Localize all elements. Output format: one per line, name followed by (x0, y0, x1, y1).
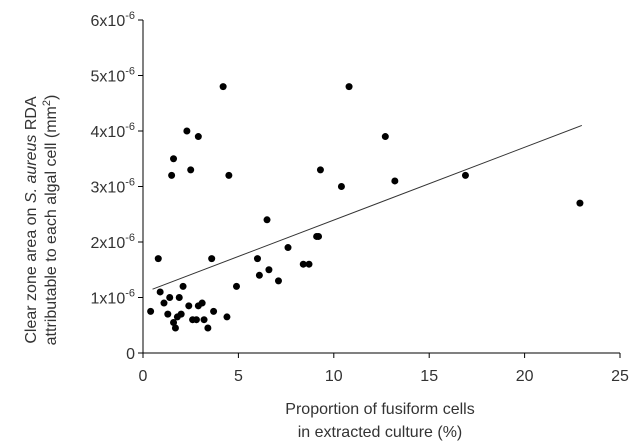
y-axis-title: Clear zone area on S. aureus RDA attribu… (23, 95, 60, 346)
data-point (219, 83, 227, 91)
trendline-group (152, 124, 583, 290)
x-tick-labels: 0 5 10 15 20 25 (139, 353, 629, 385)
data-point (156, 288, 164, 296)
data-point (255, 271, 263, 279)
data-point (204, 324, 212, 332)
data-point (381, 133, 389, 141)
data-point (164, 310, 172, 318)
data-point (179, 282, 187, 290)
data-point (210, 307, 218, 315)
data-point (198, 299, 206, 307)
y-tick-label: 2x10-6 (91, 232, 135, 252)
x-tick-label: 25 (611, 368, 629, 385)
data-point (225, 171, 233, 179)
x-tick-label: 15 (420, 368, 438, 385)
y-tick-label: 5x10-6 (91, 66, 135, 86)
y-tick-label: 4x10-6 (91, 121, 135, 141)
x-tick-label: 10 (325, 368, 343, 385)
data-points (147, 83, 584, 332)
data-point (461, 171, 469, 179)
data-point (177, 310, 185, 318)
data-point (185, 302, 193, 310)
data-point (166, 294, 174, 301)
y-tick-label: 3x10-6 (91, 177, 135, 197)
trendline (152, 124, 583, 290)
y-tick-label: 0 (126, 346, 135, 363)
x-axis-title-line2: in extracted culture (%) (298, 424, 463, 441)
data-point (223, 313, 231, 321)
data-point (171, 324, 179, 332)
data-point (194, 133, 202, 141)
y-tick-label: 6x10-6 (91, 10, 135, 30)
data-point (170, 155, 178, 163)
data-point (345, 83, 353, 91)
x-tick-label: 0 (139, 368, 148, 385)
data-point (183, 127, 191, 135)
x-tick-label: 5 (234, 368, 243, 385)
y-axis-title-line2: attributable to each algal cell (mm2) (41, 95, 60, 346)
data-point (170, 318, 178, 326)
axes (142, 20, 620, 354)
data-point (316, 166, 324, 174)
data-point (576, 199, 584, 207)
data-point (232, 282, 240, 290)
data-point (175, 294, 183, 301)
data-point (187, 166, 195, 174)
data-point (299, 260, 307, 268)
data-point (265, 266, 273, 274)
data-point (147, 307, 155, 315)
data-point (305, 260, 313, 268)
y-axis-title-line1: Clear zone area on S. aureus RDA (23, 96, 40, 344)
data-point (337, 183, 345, 190)
data-point (274, 277, 282, 285)
data-point (160, 299, 168, 307)
data-point (391, 177, 399, 185)
data-point (154, 255, 162, 263)
data-point (263, 216, 271, 224)
data-point (253, 255, 261, 263)
y-tick-labels: 0 1x10-6 2x10-6 3x10-6 4x10-6 5x10-6 6x10-6 (91, 10, 143, 363)
x-axis-title-line1: Proportion of fusiform cells (285, 401, 474, 418)
data-point (168, 171, 176, 179)
y-tick-label: 1x10-6 (91, 288, 135, 308)
data-point (200, 316, 208, 324)
data-point (208, 255, 216, 263)
data-point (192, 316, 200, 324)
x-tick-label: 20 (516, 368, 534, 385)
data-point (284, 244, 292, 252)
data-point (315, 232, 323, 240)
